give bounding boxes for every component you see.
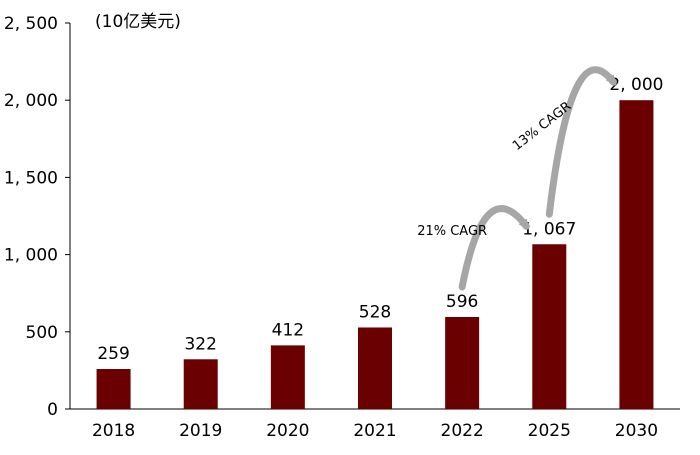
y-tick-label: 0 <box>47 400 58 420</box>
y-tick-label: 2, 500 <box>4 14 58 34</box>
data-label-2030: 2, 000 <box>609 75 663 95</box>
data-label-2022: 596 <box>446 292 478 312</box>
y-tick-label: 1, 500 <box>4 168 58 188</box>
y-tick-label: 500 <box>26 323 58 343</box>
category-label-2030: 2030 <box>615 421 658 441</box>
data-label-2020: 412 <box>272 320 304 340</box>
bar-2021 <box>358 327 392 409</box>
cagr-arrow-2 <box>545 66 617 218</box>
data-label-2018: 259 <box>97 344 129 364</box>
category-labels: 2018 2019 2020 2021 2022 2025 2030 <box>92 421 658 441</box>
y-tick-label: 2, 000 <box>4 91 58 111</box>
bar-2030 <box>619 100 654 409</box>
cagr-arrow-1 <box>458 205 530 291</box>
data-label-2021: 528 <box>359 302 391 322</box>
category-label-2019: 2019 <box>179 421 222 441</box>
bar-2018 <box>96 369 131 409</box>
bar-2022 <box>445 316 480 409</box>
bar-2020 <box>270 345 305 409</box>
y-tick-label: 1, 000 <box>4 246 58 266</box>
unit-label: (10亿美元) <box>95 12 181 32</box>
bar-2025 <box>532 244 567 409</box>
bar-2019 <box>183 359 218 409</box>
bars <box>96 100 654 409</box>
category-label-2022: 2022 <box>441 421 484 441</box>
data-label-2025: 1, 067 <box>522 219 576 239</box>
category-label-2021: 2021 <box>353 421 396 441</box>
category-label-2020: 2020 <box>266 421 309 441</box>
category-label-2018: 2018 <box>92 421 135 441</box>
category-label-2025: 2025 <box>528 421 571 441</box>
y-axis-ticks: 0 500 1, 000 1, 500 2, 000 2, 500 <box>4 14 70 420</box>
data-labels: 259 322 412 528 596 1, 067 2, 000 <box>97 75 663 364</box>
cagr-label-1: 21% CAGR <box>417 224 487 239</box>
data-label-2019: 322 <box>184 334 216 354</box>
